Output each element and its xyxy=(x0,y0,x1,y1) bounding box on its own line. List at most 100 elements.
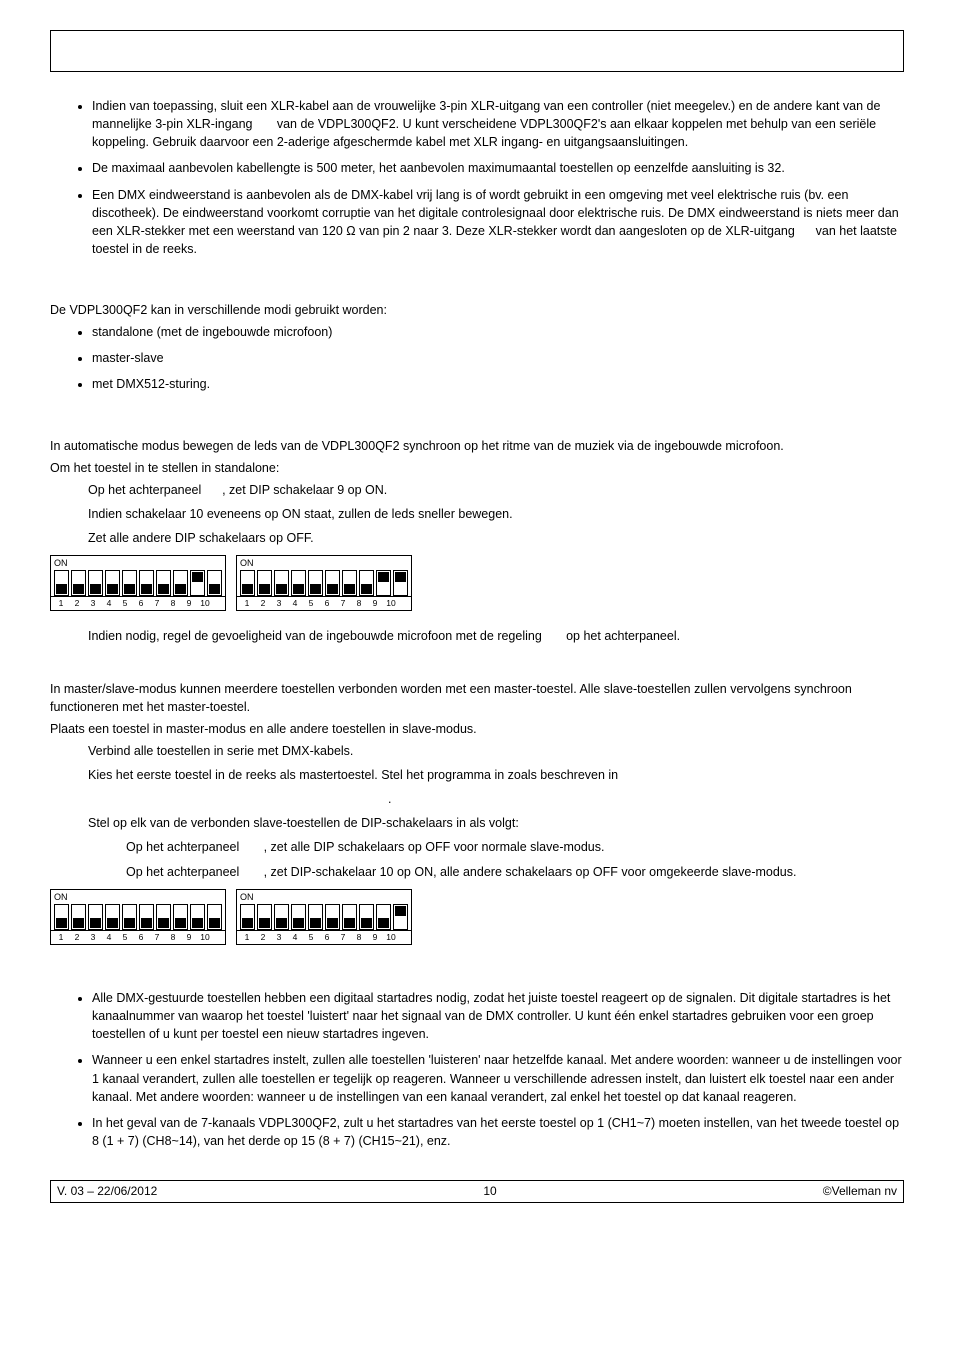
dip-number: 4 xyxy=(102,597,116,609)
dip-number: 4 xyxy=(288,931,302,943)
dip-on-label: ON xyxy=(237,890,411,904)
dip-on-label: ON xyxy=(237,556,411,570)
dip-number: 1 xyxy=(54,597,68,609)
ms-paragraph-2: Plaats een toestel in master-modus en al… xyxy=(50,720,904,738)
sub-step-text: Op het achterpaneel , zet DIP-schakelaar… xyxy=(126,863,904,881)
dip-number: 10 xyxy=(198,597,212,609)
auto-paragraph-1: In automatische modus bewegen de leds va… xyxy=(50,437,904,455)
dip-slot xyxy=(240,904,255,930)
list-item: Indien van toepassing, sluit een XLR-kab… xyxy=(92,97,904,151)
dip-number: 5 xyxy=(304,597,318,609)
dip-slot xyxy=(207,904,222,930)
dip-number: 6 xyxy=(134,931,148,943)
header-box xyxy=(50,30,904,72)
page-footer: V. 03 – 22/06/2012 10 ©Velleman nv xyxy=(50,1180,904,1203)
dip-slot xyxy=(376,570,391,596)
bullet-list-1: Indien van toepassing, sluit een XLR-kab… xyxy=(50,97,904,258)
dip-row-2: ON12345678910 ON12345678910 xyxy=(50,889,904,945)
list-item: met DMX512-sturing. xyxy=(92,375,904,393)
bullet-list-3: Alle DMX-gestuurde toestellen hebben een… xyxy=(50,989,904,1150)
list-item: Een DMX eindweerstand is aanbevolen als … xyxy=(92,186,904,259)
dip-slot xyxy=(156,570,171,596)
dip-number: 10 xyxy=(198,931,212,943)
dip-slot xyxy=(393,904,408,930)
dip-slot xyxy=(156,904,171,930)
dip-number: 7 xyxy=(150,931,164,943)
dip-number: 8 xyxy=(166,597,180,609)
dip-row-1: ON12345678910 ON12345678910 xyxy=(50,555,904,611)
dip-on-label: ON xyxy=(51,556,225,570)
ms-paragraph-1: In master/slave-modus kunnen meerdere to… xyxy=(50,680,904,716)
dip-slot xyxy=(207,570,222,596)
dip-slot xyxy=(54,570,69,596)
dip-number: 7 xyxy=(336,931,350,943)
dip-number: 1 xyxy=(240,597,254,609)
dip-number: 3 xyxy=(272,931,286,943)
dip-slot xyxy=(139,570,154,596)
dip-on-label: ON xyxy=(51,890,225,904)
dip-number: 2 xyxy=(70,597,84,609)
dip-number: 6 xyxy=(134,597,148,609)
dip-slot xyxy=(257,904,272,930)
sub-step-text: Op het achterpaneel , zet alle DIP schak… xyxy=(126,838,904,856)
dip-number: 6 xyxy=(320,931,334,943)
dip-slot xyxy=(122,570,137,596)
dip-slot xyxy=(359,570,374,596)
list-item: De maximaal aanbevolen kabellengte is 50… xyxy=(92,159,904,177)
dip-slot xyxy=(122,904,137,930)
step-text: Verbind alle toestellen in serie met DMX… xyxy=(88,742,904,760)
dip-slot xyxy=(173,904,188,930)
dip-number: 5 xyxy=(304,931,318,943)
list-item: Alle DMX-gestuurde toestellen hebben een… xyxy=(92,989,904,1043)
step-text: Stel op elk van de verbonden slave-toest… xyxy=(88,814,904,832)
dip-slot xyxy=(325,904,340,930)
dip-number: 8 xyxy=(352,931,366,943)
ms-steps: Verbind alle toestellen in serie met DMX… xyxy=(50,742,904,881)
modes-list: standalone (met de ingebouwde microfoon)… xyxy=(50,323,904,393)
dip-switch-diagram: ON12345678910 xyxy=(50,889,226,945)
list-item: Wanneer u een enkel startadres instelt, … xyxy=(92,1051,904,1105)
step-text: Zet alle andere DIP schakelaars op OFF. xyxy=(88,529,904,547)
step-text: . xyxy=(88,790,904,808)
dip-slot xyxy=(88,904,103,930)
dip-number: 9 xyxy=(182,931,196,943)
dip-number: 1 xyxy=(54,931,68,943)
dip-slot xyxy=(105,904,120,930)
dip-slot xyxy=(291,570,306,596)
dip-switch-diagram: ON12345678910 xyxy=(236,555,412,611)
dip-slot xyxy=(173,570,188,596)
dip-slot xyxy=(257,570,272,596)
dip-number: 10 xyxy=(384,597,398,609)
dip-slot xyxy=(376,904,391,930)
dip-slot xyxy=(71,904,86,930)
dip-slot xyxy=(342,904,357,930)
dip-number: 4 xyxy=(288,597,302,609)
dip-slot xyxy=(88,570,103,596)
dip-slot xyxy=(274,904,289,930)
dip-number: 6 xyxy=(320,597,334,609)
step-text: Kies het eerste toestel in de reeks als … xyxy=(88,766,904,784)
dip-number: 2 xyxy=(256,597,270,609)
dip-number: 5 xyxy=(118,597,132,609)
dip-slot xyxy=(359,904,374,930)
dip-number: 9 xyxy=(368,931,382,943)
dip-number: 1 xyxy=(240,931,254,943)
dip-slot xyxy=(190,904,205,930)
dip-number: 2 xyxy=(70,931,84,943)
auto-paragraph-2: Om het toestel in te stellen in standalo… xyxy=(50,459,904,477)
dip-slot xyxy=(325,570,340,596)
auto-after-text: Indien nodig, regel de gevoeligheid van … xyxy=(88,627,904,645)
dip-slot xyxy=(342,570,357,596)
dip-number: 10 xyxy=(384,931,398,943)
dip-slot xyxy=(393,570,408,596)
dip-slot xyxy=(71,570,86,596)
dip-slot xyxy=(190,570,205,596)
dip-slot xyxy=(274,570,289,596)
list-item: master-slave xyxy=(92,349,904,367)
list-item: In het geval van de 7-kanaals VDPL300QF2… xyxy=(92,1114,904,1150)
dip-number: 8 xyxy=(352,597,366,609)
footer-copyright: ©Velleman nv xyxy=(823,1183,897,1200)
dip-number: 3 xyxy=(272,597,286,609)
dip-slot xyxy=(291,904,306,930)
dip-number: 9 xyxy=(368,597,382,609)
